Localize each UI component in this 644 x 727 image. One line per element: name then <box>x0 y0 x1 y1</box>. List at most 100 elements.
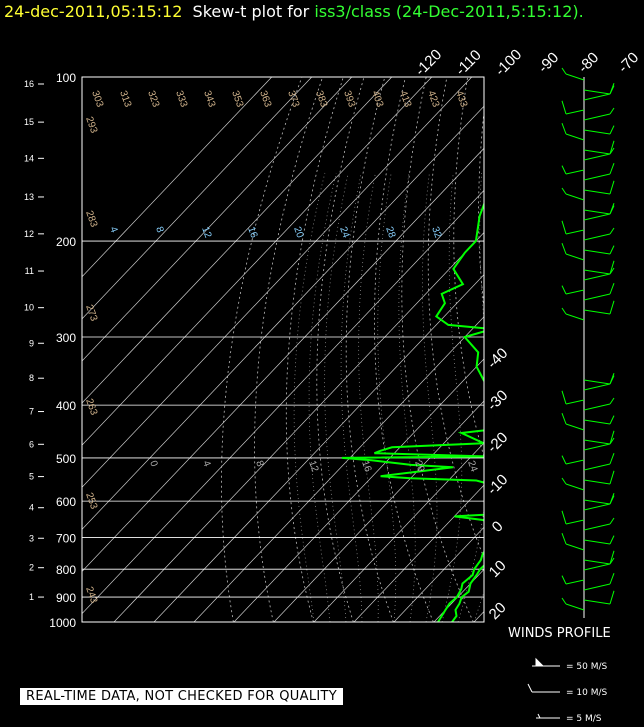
moist-adiabat-line <box>377 172 397 622</box>
dry-adiabat-label: 243 <box>83 585 99 605</box>
height-tick-label: 1 <box>29 592 34 602</box>
dry-adiabat-label: 303 <box>89 89 105 109</box>
height-tick-label: 4 <box>29 503 34 513</box>
wind-barb <box>565 133 585 141</box>
chart-title: 24-dec-2011,05:15:12 Skew-t plot for iss… <box>4 2 584 21</box>
right-temperature-label: 10 <box>486 557 510 581</box>
wind-barb-feather <box>561 243 567 255</box>
dry-adiabat-label: 403 <box>369 89 385 109</box>
dry-adiabat-label: 363 <box>257 89 273 109</box>
isotherm-line <box>514 77 644 622</box>
top-temperature-label: -90 <box>535 49 562 76</box>
wind-barb-feather <box>609 180 615 195</box>
wind-barb <box>583 153 611 161</box>
moist-adiabat-line <box>522 173 644 622</box>
dry-adiabat-line <box>254 77 323 622</box>
top-temperature-label: -80 <box>575 49 602 76</box>
moist-adiabat-label: 0 <box>147 459 159 468</box>
wind-legend-barb-50 <box>532 657 560 667</box>
wind-barb <box>565 519 585 525</box>
wind-barb <box>565 253 585 261</box>
wind-barb <box>565 109 585 115</box>
isotherm-line <box>82 189 484 615</box>
wind-barb <box>583 463 611 471</box>
quality-notice: REAL-TIME DATA, NOT CHECKED FOR QUALITY <box>20 688 343 705</box>
dry-adiabat-label: 353 <box>229 89 245 109</box>
wind-barb <box>583 293 611 301</box>
isotherm-line <box>193 316 484 622</box>
wind-barb <box>583 149 611 155</box>
wind-barb <box>565 289 585 295</box>
wind-barb <box>565 399 585 405</box>
dry-adiabat-label: 283 <box>83 209 99 229</box>
mixing-ratio-label: 28 <box>383 225 397 240</box>
wind-barb-feather <box>561 123 567 135</box>
wind-barb <box>583 213 611 221</box>
wind-barb <box>583 233 611 241</box>
wind-barb <box>565 169 585 175</box>
dry-adiabat-label: 383 <box>313 89 329 109</box>
dry-adiabat-line <box>285 77 344 622</box>
wind-legend-barb-5 <box>536 713 560 719</box>
wind-barb <box>583 309 611 315</box>
pressure-tick-label: 800 <box>56 563 76 577</box>
right-temperature-label: -40 <box>484 345 511 372</box>
isotherm-line <box>594 77 644 622</box>
height-tick-label: 3 <box>29 533 34 543</box>
moist-adiabat-line <box>422 172 438 622</box>
wind-barb <box>583 559 611 565</box>
dry-adiabat-line <box>503 77 634 622</box>
wind-barb-feather <box>609 517 615 525</box>
wind-barb <box>583 189 611 195</box>
isotherm-line <box>353 484 484 622</box>
height-tick-label: 7 <box>29 407 34 417</box>
isotherm-line <box>634 77 644 622</box>
moist-adiabat-line <box>358 172 379 622</box>
wind-barb-feather <box>609 163 615 175</box>
top-temperature-label: -70 <box>615 49 642 76</box>
moist-adiabat-label: 24 <box>465 459 479 474</box>
mixing-ratio-label: 8 <box>153 225 165 234</box>
wind-barb <box>583 209 611 215</box>
wind-barb-feather <box>609 437 615 445</box>
isotherm-line <box>153 274 484 622</box>
wind-barb <box>583 599 611 605</box>
height-tick-label: 6 <box>29 439 34 449</box>
wind-legend-5: = 5 M/S <box>566 714 602 724</box>
wind-barb <box>565 579 585 585</box>
wind-barb-feather <box>609 397 615 405</box>
pressure-tick-label: 600 <box>56 495 76 509</box>
wind-barb <box>583 563 611 571</box>
dry-adiabat-label: 263 <box>83 397 99 417</box>
dry-adiabat-label: 423 <box>425 89 441 109</box>
wind-barb-feather <box>561 100 567 115</box>
wind-barb-feather <box>561 187 567 195</box>
wind-barb-feather <box>561 477 567 485</box>
wind-barb-feather <box>561 575 567 585</box>
moist-adiabat-line <box>538 173 644 622</box>
mixing-ratio-label: 4 <box>107 225 119 234</box>
wind-barb <box>583 539 611 545</box>
height-tick-label: 13 <box>24 192 34 202</box>
dry-adiabat-line <box>548 77 644 622</box>
wind-barb-feather <box>609 573 615 585</box>
wind-barb-feather <box>561 285 567 295</box>
moist-adiabat-line <box>340 172 363 622</box>
isotherm-line <box>273 400 484 622</box>
dry-adiabat-label: 343 <box>201 89 217 109</box>
wind-barb <box>583 93 611 101</box>
dry-adiabat-line <box>374 77 434 622</box>
dry-adiabat-line <box>316 77 365 622</box>
wind-barb-feather <box>609 125 615 135</box>
wind-barb <box>565 483 585 491</box>
dry-adiabat-label: 393 <box>341 89 357 109</box>
wind-barb <box>565 603 585 611</box>
pressure-tick-label: 1000 <box>49 616 76 630</box>
winds-profile-label: WINDS PROFILE <box>508 626 611 641</box>
height-tick-label: 8 <box>29 373 34 383</box>
isotherm-line <box>82 77 353 362</box>
pressure-tick-label: 700 <box>56 532 76 546</box>
temperature-trace <box>451 564 484 622</box>
height-tick-label: 15 <box>24 117 34 127</box>
